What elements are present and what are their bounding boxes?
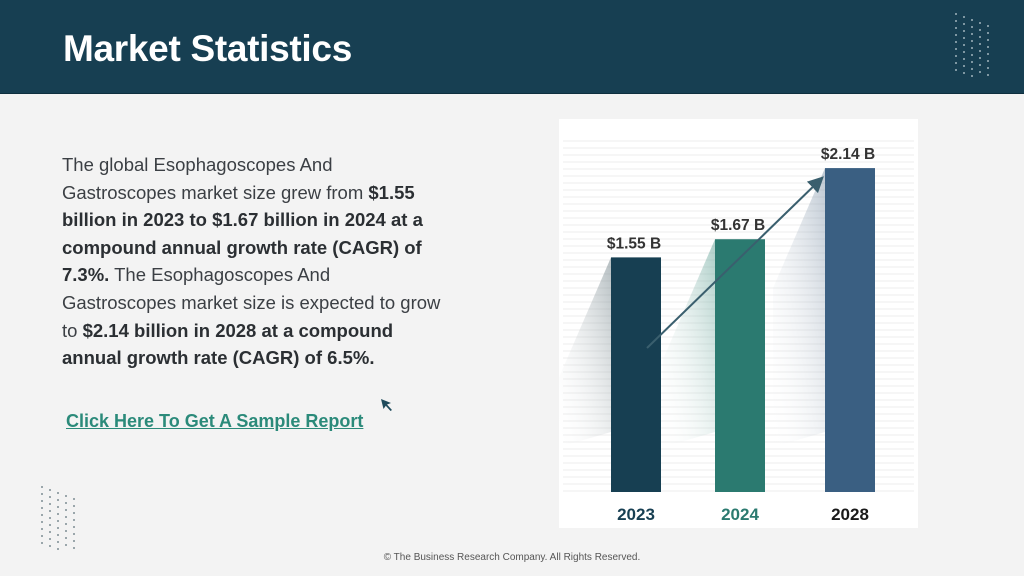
value-label-2028: $2.14 B <box>821 146 875 163</box>
page-title: Market Statistics <box>63 28 352 69</box>
value-label-2023: $1.55 B <box>607 235 661 252</box>
value-label-2024: $1.67 B <box>711 217 765 234</box>
bar-2023 <box>611 257 661 492</box>
cursor-arrow-icon <box>381 399 392 411</box>
market-chart: $1.55 B 2023 $1.67 B 2024 $2.14 B 2028 <box>559 119 918 528</box>
trend-arrow <box>646 176 824 349</box>
dot-pattern-decoration-bottom <box>41 486 75 550</box>
category-label-2023: 2023 <box>617 505 655 524</box>
sample-report-link[interactable]: Click Here To Get A Sample Report <box>66 411 364 431</box>
bar-2024 <box>715 239 765 492</box>
copyright-footer: © The Business Research Company. All Rig… <box>383 552 641 563</box>
bar-chart: $1.55 B 2023 $1.67 B 2024 $2.14 B 2028 <box>559 140 914 524</box>
bar-2028 <box>825 168 875 492</box>
category-label-2024: 2024 <box>721 505 759 524</box>
summary-bold-1: $1.55 billion in 2023 to $1.67 billion i… <box>62 181 423 286</box>
bar-shadow <box>559 257 611 447</box>
market-summary-text: The global Esophagoscopes And Gastroscop… <box>62 151 442 372</box>
bar-shadow <box>773 168 825 447</box>
category-label-2028: 2028 <box>831 505 869 524</box>
header-bar: Market Statistics <box>0 0 1024 94</box>
summary-text-2: The Esophagoscopes And Gastroscopes mark… <box>62 264 441 341</box>
summary-text-1: The global Esophagoscopes And Gastroscop… <box>62 154 369 203</box>
summary-bold-2: $2.14 billion in 2028 at a compound annu… <box>62 319 394 369</box>
bar-shadow <box>663 239 715 447</box>
dot-pattern-decoration <box>955 13 989 77</box>
